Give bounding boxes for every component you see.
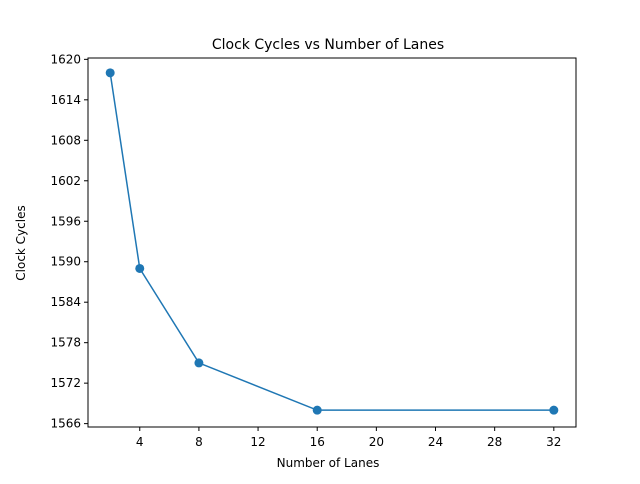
x-tick-label: 32	[546, 435, 561, 449]
y-tick-label: 1602	[50, 174, 81, 188]
y-tick-label: 1572	[50, 376, 81, 390]
chart-title: Clock Cycles vs Number of Lanes	[212, 37, 444, 53]
x-tick-label: 16	[310, 435, 325, 449]
x-tick-label: 28	[487, 435, 502, 449]
y-tick-label: 1584	[50, 295, 81, 309]
y-tick-label: 1608	[50, 133, 81, 147]
x-tick-label: 20	[369, 435, 384, 449]
y-axis-label: Clock Cycles	[14, 205, 28, 280]
data-point	[135, 263, 145, 273]
x-tick-label: 4	[136, 435, 144, 449]
y-tick-label: 1578	[50, 336, 81, 350]
x-tick-label: 12	[250, 435, 265, 449]
x-tick-label: 8	[195, 435, 203, 449]
data-point	[312, 405, 322, 415]
x-axis-label: Number of Lanes	[277, 456, 380, 470]
data-point	[194, 358, 204, 368]
x-tick-label: 24	[428, 435, 443, 449]
y-tick-label: 1590	[50, 255, 81, 269]
data-point	[549, 405, 559, 415]
plot-series	[105, 68, 559, 415]
y-tick-label: 1614	[50, 93, 81, 107]
data-point	[105, 68, 115, 78]
y-tick-label: 1596	[50, 214, 81, 228]
y-tick-label: 1620	[50, 52, 81, 66]
y-axis-ticks: 1566 1572 1578 1584 1590 1596 1602 1608 1614 1620	[50, 52, 88, 431]
y-tick-label: 1566	[50, 417, 81, 431]
plot-frame	[87, 57, 577, 428]
x-axis-ticks: 4 8 12 16 20 24 28 32	[136, 427, 561, 449]
